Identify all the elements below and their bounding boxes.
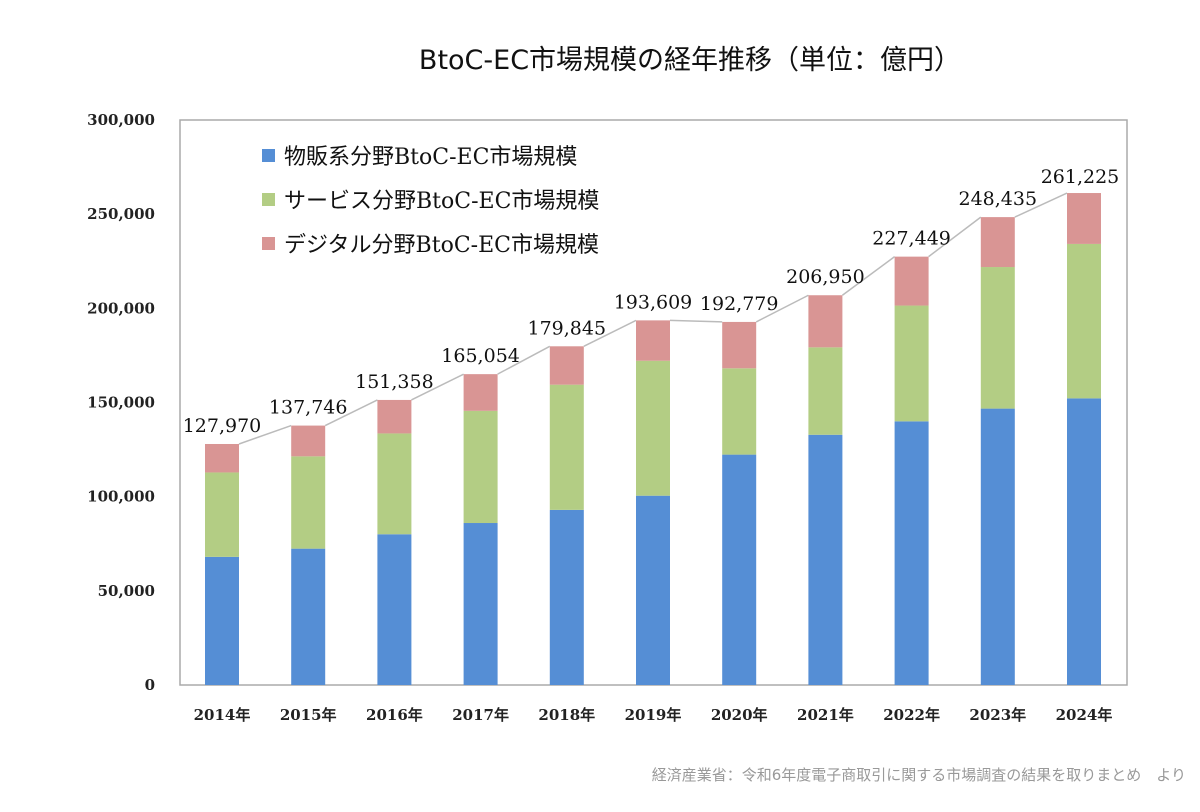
total-connector-line <box>583 319 637 347</box>
bar-segment-digital <box>463 374 498 411</box>
total-label: 151,358 <box>355 371 434 393</box>
total-connector-line <box>324 399 378 427</box>
x-tick-label: 2020年 <box>711 706 768 724</box>
total-label: 261,225 <box>1041 166 1120 188</box>
bar-segment-digital <box>636 320 670 361</box>
total-connector-line <box>841 256 896 296</box>
x-tick-label: 2022年 <box>883 706 940 724</box>
total-connector-line <box>755 294 809 323</box>
total-label: 179,845 <box>528 317 607 339</box>
bar-segment-services <box>549 384 584 510</box>
bar-segment-services <box>636 360 670 496</box>
x-tick-label: 2019年 <box>625 706 682 724</box>
y-tick-label: 250,000 <box>87 205 155 223</box>
y-tick-label: 50,000 <box>98 582 155 600</box>
x-tick-label: 2021年 <box>797 706 854 724</box>
total-connector-line <box>1014 192 1068 218</box>
total-label: 193,609 <box>614 291 693 313</box>
y-tick-label: 300,000 <box>87 111 155 129</box>
total-label: 165,054 <box>441 345 520 367</box>
bar-segment-services <box>894 305 929 422</box>
bar-segment-digital <box>291 425 326 457</box>
total-connector-line <box>238 424 292 445</box>
total-connector-line <box>669 319 723 323</box>
source-note: 経済産業省：令和6年度電子商取引に関する市場調査の結果を取りまとめ より <box>651 766 1186 784</box>
x-tick-label: 2018年 <box>538 706 595 724</box>
x-tick-label: 2017年 <box>452 706 509 724</box>
bar-segment-digital <box>1067 193 1101 244</box>
bar-segment-goods <box>808 434 843 685</box>
bar-segment-services <box>463 410 498 524</box>
total-label: 127,970 <box>183 415 262 437</box>
y-tick-label: 200,000 <box>87 299 155 317</box>
y-tick-label: 0 <box>145 676 155 694</box>
bar-segment-services <box>1067 243 1101 399</box>
legend-label: 物販系分野BtoC-EC市場規模 <box>284 145 577 170</box>
x-tick-label: 2014年 <box>194 706 251 724</box>
bar-segment-goods <box>1067 398 1101 685</box>
bar-segment-digital <box>205 443 239 473</box>
total-label: 192,779 <box>700 293 779 315</box>
x-tick-label: 2023年 <box>969 706 1026 724</box>
chart-title: BtoC-EC市場規模の経年推移（単位：億円） <box>418 45 962 76</box>
total-label: 248,435 <box>959 188 1038 210</box>
bar-segment-services <box>377 433 412 535</box>
bar-segment-goods <box>980 408 1015 685</box>
x-tick-label: 2024年 <box>1056 706 1113 724</box>
bar-segment-goods <box>549 509 584 685</box>
bar-segment-services <box>808 347 843 435</box>
bar-segment-digital <box>808 295 843 348</box>
total-connector-line <box>497 345 551 375</box>
bar-segment-goods <box>205 556 239 685</box>
legend-swatch <box>262 193 275 206</box>
bar-segment-goods <box>636 495 670 685</box>
bar-segment-digital <box>549 346 584 385</box>
bar-segment-digital <box>377 399 412 434</box>
y-tick-label: 100,000 <box>87 488 155 506</box>
bar-segment-digital <box>894 256 929 306</box>
total-connector-line <box>411 373 464 401</box>
bar-segment-goods <box>894 421 929 685</box>
bar-segment-goods <box>377 534 412 685</box>
total-label: 137,746 <box>269 397 348 419</box>
bar-segment-goods <box>463 523 498 685</box>
bar-segment-services <box>722 368 757 455</box>
legend-label: デジタル分野BtoC-EC市場規模 <box>284 233 599 258</box>
bar-segment-digital <box>722 321 757 369</box>
x-tick-label: 2016年 <box>366 706 423 724</box>
total-label: 227,449 <box>872 228 951 250</box>
bar-segment-goods <box>722 454 757 685</box>
bar-segment-services <box>291 456 326 549</box>
bar-segment-services <box>980 267 1015 409</box>
legend-swatch <box>262 237 275 250</box>
total-connector-line <box>928 216 982 258</box>
bar-segment-services <box>205 472 239 557</box>
bar-segment-digital <box>980 217 1015 268</box>
x-tick-label: 2015年 <box>280 706 337 724</box>
legend-swatch <box>262 149 275 162</box>
bar-segment-goods <box>291 548 326 685</box>
total-label: 206,950 <box>786 266 865 288</box>
legend-label: サービス分野BtoC-EC市場規模 <box>284 189 599 214</box>
y-tick-label: 150,000 <box>87 394 155 412</box>
